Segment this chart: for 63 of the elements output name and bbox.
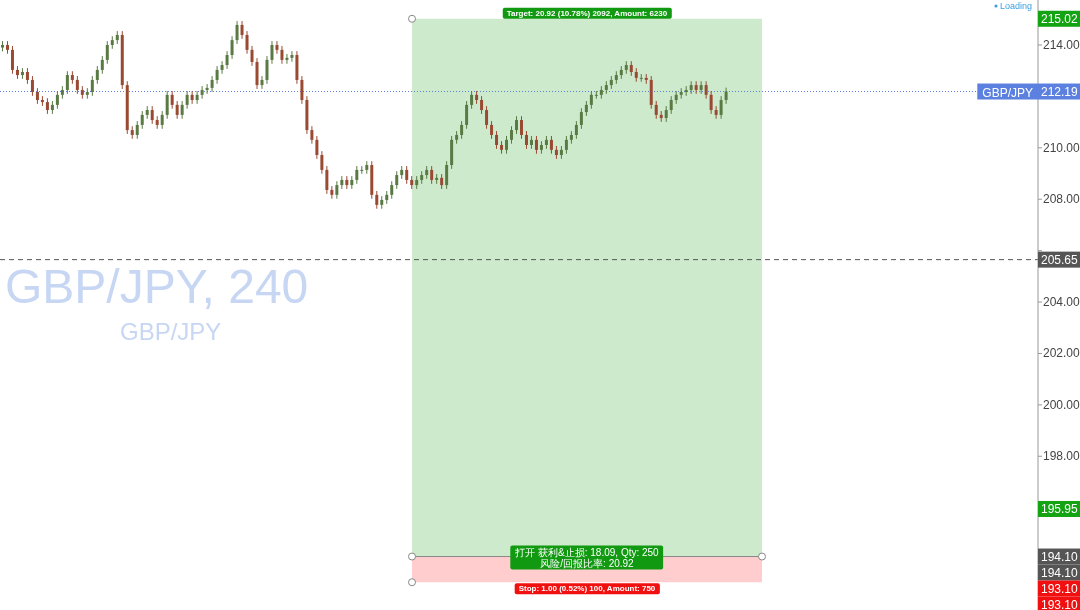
candlestick: [699, 80, 703, 95]
candlestick: [465, 100, 469, 130]
y-tick-label: 202.00: [1043, 346, 1080, 361]
candlestick: [10, 45, 14, 75]
text: 194.10: [1041, 566, 1079, 581]
candlestick: [105, 40, 109, 65]
candlestick: [210, 75, 214, 93]
candlestick: [275, 40, 279, 55]
candlestick: [65, 70, 69, 95]
candlestick: [195, 90, 199, 105]
candlestick: [255, 57, 259, 90]
candlestick: [260, 75, 264, 90]
text: 212.19: [1041, 85, 1079, 100]
candlestick: [719, 95, 723, 120]
candlestick: [190, 90, 194, 105]
text: GBP/JPY, 240: [5, 260, 309, 313]
candlestick: [30, 75, 34, 97]
candlestick: [330, 185, 334, 200]
candlestick: [235, 20, 239, 45]
candlestick: [165, 90, 169, 120]
band-label: Target: 20.92 (10.78%) 2092, Amount: 6230: [506, 8, 668, 18]
candlestick: [714, 105, 718, 120]
candlestick: [325, 165, 329, 195]
candlestick: [704, 80, 708, 100]
annotation: Loading: [1000, 1, 1033, 11]
text: GBP/JPY: [120, 318, 222, 345]
y-tick-label: 204.00: [1043, 295, 1080, 310]
candlestick: [270, 40, 274, 65]
text: 194.10: [1041, 550, 1079, 565]
candlestick: [485, 105, 489, 130]
candlestick: [315, 135, 319, 160]
candlestick: [724, 87, 728, 105]
candlestick: [579, 107, 583, 130]
candlestick: [310, 125, 314, 145]
candlestick: [230, 35, 234, 60]
candlestick: [265, 55, 269, 85]
candlestick: [285, 53, 289, 65]
text: 195.95: [1041, 502, 1079, 517]
y-tick-label: 200.00: [1043, 397, 1080, 412]
candlestick: [90, 75, 94, 97]
candlestick: [520, 115, 523, 140]
candlestick: [220, 60, 224, 75]
candlestick: [245, 30, 249, 55]
candlestick: [335, 180, 339, 200]
candlestick: [709, 90, 713, 115]
text: 193.10: [1041, 582, 1079, 597]
y-tick-label: 208.00: [1043, 192, 1080, 207]
candlestick: [290, 50, 294, 63]
candlestick: [300, 75, 304, 105]
y-tick-label: 210.00: [1043, 140, 1080, 155]
band-label: Stop: 1.00 (0.52%) 100, Amount: 750: [518, 584, 656, 594]
candlestick: [445, 160, 449, 190]
y-tick-label: 198.00: [1043, 449, 1080, 464]
text: 205.65: [1041, 253, 1079, 268]
y-tick-label: 214.00: [1043, 37, 1080, 52]
ref-line-label: GBP/JPY: [982, 85, 1033, 100]
candlestick: [250, 45, 254, 67]
text: 193.10: [1041, 598, 1079, 610]
candlestick: [320, 150, 324, 175]
annotation: 打开 获利&止损: 18.09, Qty: 250 风险/回报比率: 20.92: [514, 546, 660, 569]
candlestick: [200, 85, 204, 100]
candlestick: [205, 83, 209, 95]
text: 215.02: [1041, 12, 1079, 27]
